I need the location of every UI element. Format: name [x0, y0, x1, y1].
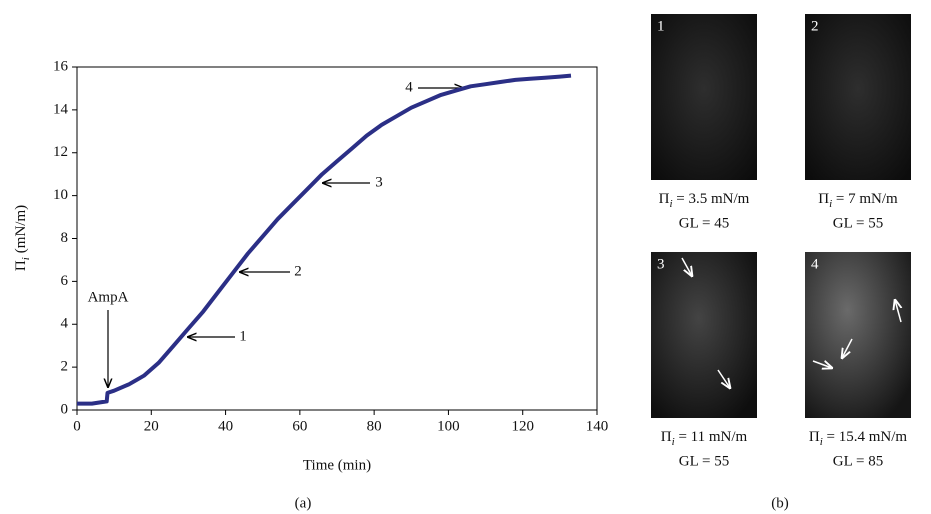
- panel-label: (b): [771, 495, 789, 511]
- annotation: 3: [375, 174, 383, 190]
- image-gl: GL = 55: [833, 215, 883, 231]
- micrograph: [805, 14, 911, 180]
- image-gl: GL = 45: [679, 215, 729, 231]
- y-label-unit: (mN/m): [13, 205, 29, 253]
- image-panels: (b) 1 Πi = 3.5 mN/m GL = 45 2 Πi = 7 mN/m GL …: [651, 14, 911, 511]
- micrograph: [651, 252, 757, 418]
- image-number: 2: [811, 18, 819, 34]
- y-label-subscript: i: [20, 257, 32, 260]
- x-tick-label: 60: [292, 418, 307, 434]
- y-tick-label: 10: [53, 187, 68, 203]
- plot-frame: [76, 66, 598, 411]
- pressure-subscript: i: [820, 436, 823, 448]
- x-tick-label: 20: [144, 418, 159, 434]
- micrograph: [805, 252, 911, 418]
- pressure-text: = 7 mN/m: [832, 191, 898, 207]
- annotation: 2: [294, 263, 302, 279]
- y-tick-label: 8: [61, 230, 69, 246]
- annotation: 1: [239, 328, 247, 344]
- image-pressure: Πi = 11 mN/m: [661, 429, 748, 447]
- y-tick-label: 12: [53, 144, 68, 160]
- pressure-subscript: i: [669, 198, 672, 210]
- y-tick-label: 16: [53, 58, 69, 74]
- pressure-symbol: Π: [809, 429, 820, 445]
- pressure-subscript: i: [672, 436, 675, 448]
- y-label-symbol: Π: [13, 260, 29, 271]
- x-tick-label: 140: [586, 418, 609, 434]
- pressure-text: = 3.5 mN/m: [673, 191, 750, 207]
- annotation: AmpA: [88, 289, 129, 305]
- image-pressure: Πi = 15.4 mN/m: [809, 429, 908, 447]
- image-number: 4: [811, 256, 819, 272]
- pressure-text: = 11 mN/m: [675, 429, 748, 445]
- chart: AmpA 1 2 3 4 Time (min) Πi(mN/m) (a) 0 20…: [13, 58, 608, 511]
- y-tick-label: 2: [61, 359, 69, 375]
- image-arrow: [681, 257, 692, 276]
- x-tick-label: 120: [511, 418, 534, 434]
- annotation: 4: [405, 79, 413, 95]
- image-arrow: [895, 300, 901, 323]
- image-arrow: [842, 338, 853, 358]
- image-number: 1: [657, 18, 665, 34]
- image-arrow: [812, 361, 832, 368]
- pressure-text: = 15.4 mN/m: [823, 429, 908, 445]
- image-gl: GL = 55: [679, 453, 729, 469]
- data-line: [77, 73, 572, 406]
- image-pressure: Πi = 7 mN/m: [818, 191, 898, 209]
- image-number: 3: [657, 256, 665, 272]
- x-axis-label: Time (min): [303, 457, 371, 473]
- image-gl: GL = 85: [833, 453, 883, 469]
- x-tick-label: 0: [73, 418, 81, 434]
- pressure-symbol: Π: [659, 191, 670, 207]
- pressure-subscript: i: [829, 198, 832, 210]
- panel-label: (a): [295, 495, 312, 511]
- y-axis-label: Πi (mN/m): [13, 205, 31, 271]
- x-tick-label: 100: [437, 418, 460, 434]
- x-tick-label: 40: [218, 418, 233, 434]
- micrograph: [651, 14, 757, 180]
- y-tick-label: 6: [61, 273, 69, 289]
- pressure-symbol: Π: [818, 191, 829, 207]
- y-tick-label: 4: [61, 316, 69, 332]
- y-tick-label: 14: [53, 101, 69, 117]
- y-tick-label: 0: [61, 401, 69, 417]
- image-pressure: Πi = 3.5 mN/m: [659, 191, 750, 209]
- image-arrow: [717, 369, 730, 388]
- pressure-symbol: Π: [661, 429, 672, 445]
- x-tick-label: 80: [367, 418, 382, 434]
